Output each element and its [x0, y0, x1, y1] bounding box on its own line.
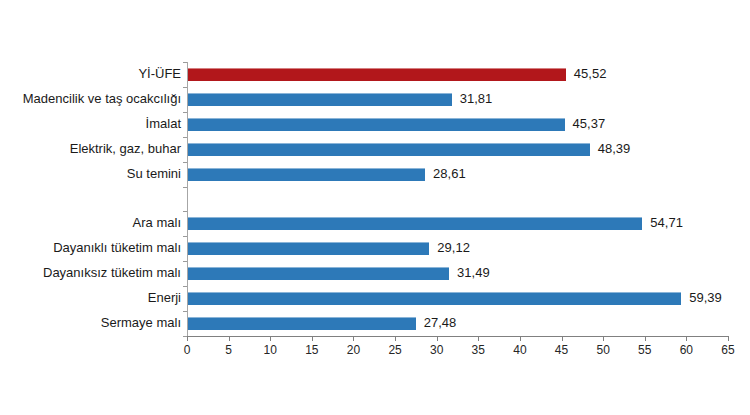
value-label: 31,81: [460, 87, 493, 112]
category-label: İmalat: [0, 112, 181, 137]
x-axis-tick: [478, 337, 479, 341]
y-axis-tick: [183, 211, 187, 212]
y-axis-tick: [183, 311, 187, 312]
value-label: 59,39: [689, 286, 722, 311]
y-axis-tick: [183, 112, 187, 113]
x-axis-tick: [520, 337, 521, 341]
bar-chart: Yİ-ÜFE 45,52 Madencilik ve taş ocakcılığı 3…: [0, 0, 750, 415]
category-label: Dayanıksız tüketim malı: [0, 261, 181, 286]
value-label: 27,48: [424, 311, 457, 336]
y-axis-tick: [183, 162, 187, 163]
x-axis-tick-label: 0: [170, 343, 204, 357]
value-label: 28,61: [433, 162, 466, 187]
category-label: Elektrik, gaz, buhar: [0, 137, 181, 162]
x-axis-tick-label: 15: [295, 343, 329, 357]
value-label: 48,39: [598, 137, 631, 162]
x-axis-tick: [395, 337, 396, 341]
x-axis-tick-label: 40: [503, 343, 537, 357]
highlight-bar: [187, 68, 566, 81]
x-axis-line: [187, 336, 729, 337]
value-label: 45,52: [574, 62, 607, 87]
x-axis-tick-label: 30: [420, 343, 454, 357]
x-axis-tick-label: 65: [711, 343, 745, 357]
x-axis-tick-label: 5: [212, 343, 246, 357]
x-axis-tick: [562, 337, 563, 341]
category-label: Dayanıklı tüketim malı: [0, 236, 181, 261]
bar: [187, 217, 642, 230]
y-axis-tick: [183, 62, 187, 63]
category-label: Enerji: [0, 286, 181, 311]
y-axis-line: [187, 62, 188, 336]
x-axis-tick: [270, 337, 271, 341]
x-axis-tick-label: 60: [669, 343, 703, 357]
x-axis-tick-label: 50: [586, 343, 620, 357]
y-axis-tick: [183, 187, 187, 188]
bar: [187, 317, 416, 330]
y-axis-tick: [183, 261, 187, 262]
x-axis-tick-label: 10: [253, 343, 287, 357]
value-label: 31,49: [457, 261, 490, 286]
x-axis-tick-label: 55: [628, 343, 662, 357]
bar: [187, 143, 590, 156]
x-axis-tick-label: 25: [378, 343, 412, 357]
bar: [187, 93, 452, 106]
category-label: Sermaye malı: [0, 311, 181, 336]
y-axis-tick: [183, 87, 187, 88]
x-axis-tick: [312, 337, 313, 341]
x-axis-tick: [187, 337, 188, 341]
value-label: 29,12: [437, 236, 470, 261]
x-axis-tick: [353, 337, 354, 341]
x-axis-tick: [686, 337, 687, 341]
x-axis-tick: [645, 337, 646, 341]
x-axis-tick: [437, 337, 438, 341]
x-axis-tick: [603, 337, 604, 341]
x-axis-tick-label: 20: [336, 343, 370, 357]
value-label: 45,37: [573, 112, 606, 137]
category-label: Ara malı: [0, 211, 181, 236]
plot-area: Yİ-ÜFE 45,52 Madencilik ve taş ocakcılığı 3…: [0, 0, 750, 415]
x-axis-tick-label: 35: [461, 343, 495, 357]
y-axis-tick: [183, 137, 187, 138]
bar: [187, 168, 425, 181]
bar: [187, 242, 429, 255]
bar: [187, 267, 449, 280]
x-axis-tick-label: 45: [545, 343, 579, 357]
value-label: 54,71: [650, 211, 683, 236]
category-label: Su temini: [0, 162, 181, 187]
x-axis-tick: [728, 337, 729, 341]
x-axis-tick: [229, 337, 230, 341]
bar: [187, 118, 565, 131]
category-label: Madencilik ve taş ocakcılığı: [0, 87, 181, 112]
bar: [187, 292, 681, 305]
category-label: Yİ-ÜFE: [0, 62, 181, 87]
y-axis-tick: [183, 286, 187, 287]
y-axis-tick: [183, 236, 187, 237]
